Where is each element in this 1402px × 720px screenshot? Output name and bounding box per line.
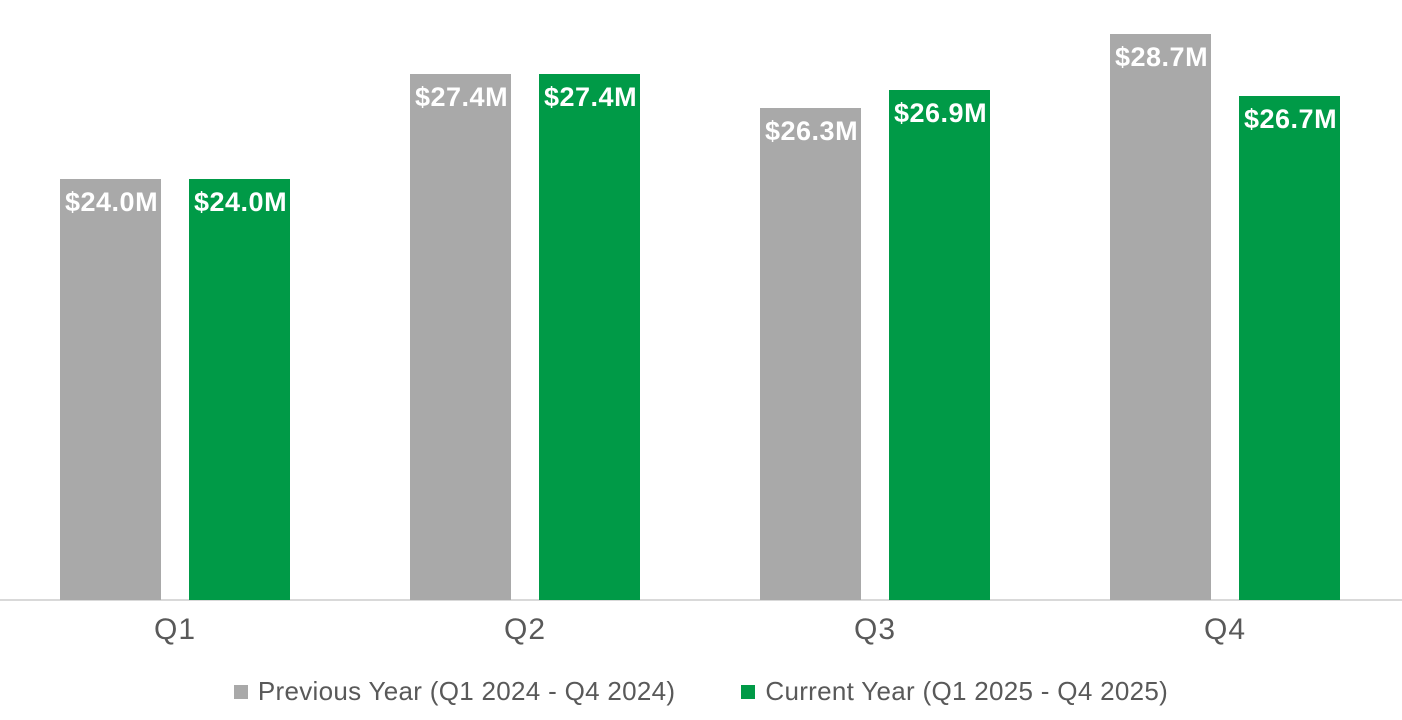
x-axis-line bbox=[0, 599, 1402, 601]
bar-current-year-q1: $24.0M bbox=[189, 179, 290, 600]
x-axis-label-q3: Q3 bbox=[853, 613, 897, 646]
legend-item-previous-year: Previous Year (Q1 2024 - Q4 2024) bbox=[233, 676, 676, 707]
bar-previous-year-q1: $24.0M bbox=[60, 179, 161, 600]
legend: Previous Year (Q1 2024 - Q4 2024) Curren… bbox=[0, 676, 1402, 707]
legend-swatch-previous-year-icon bbox=[233, 684, 248, 699]
bar-value-label: $24.0M bbox=[65, 187, 159, 217]
bar-value-label: $26.9M bbox=[894, 98, 988, 128]
bar-previous-year-q3: $26.3M bbox=[760, 108, 861, 600]
legend-label-previous-year: Previous Year (Q1 2024 - Q4 2024) bbox=[257, 676, 676, 706]
bar-value-label: $27.4M bbox=[415, 82, 509, 112]
legend-item-current-year: Current Year (Q1 2025 - Q4 2025) bbox=[741, 676, 1168, 707]
bar-value-label: $26.3M bbox=[765, 116, 859, 146]
x-axis-label-q2: Q2 bbox=[503, 613, 547, 646]
bar-previous-year-q4: $28.7M bbox=[1110, 34, 1211, 600]
x-axis-label-q1: Q1 bbox=[153, 613, 197, 646]
bar-value-label: $28.7M bbox=[1115, 42, 1209, 72]
bar-current-year-q4: $26.7M bbox=[1239, 96, 1340, 600]
bar-value-label: $27.4M bbox=[544, 82, 638, 112]
legend-swatch-current-year-icon bbox=[741, 684, 756, 699]
bar-previous-year-q2: $27.4M bbox=[410, 74, 511, 600]
x-axis-label-q4: Q4 bbox=[1203, 613, 1247, 646]
bar-value-label: $26.7M bbox=[1244, 104, 1338, 134]
bar-value-label: $24.0M bbox=[194, 187, 288, 217]
bar-current-year-q2: $27.4M bbox=[539, 74, 640, 600]
bar-current-year-q3: $26.9M bbox=[889, 90, 990, 600]
legend-label-current-year: Current Year (Q1 2025 - Q4 2025) bbox=[765, 676, 1169, 706]
